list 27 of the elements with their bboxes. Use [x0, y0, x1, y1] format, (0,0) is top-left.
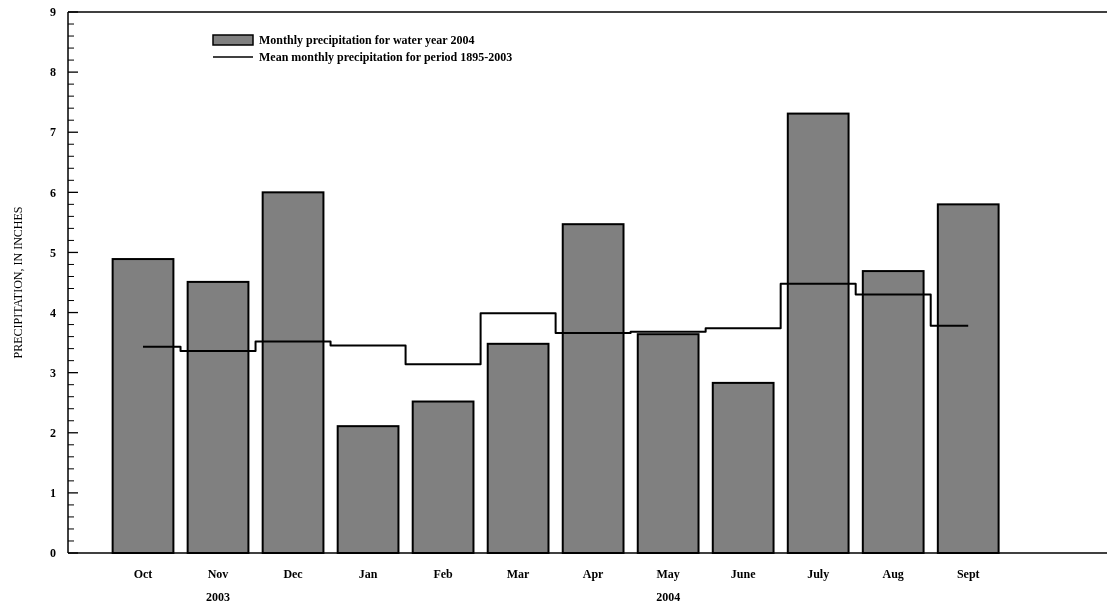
x-tick-label: Feb [433, 567, 454, 581]
y-tick-label: 0 [50, 546, 56, 561]
legend-label: Mean monthly precipitation for period 1895-2003 [259, 50, 513, 65]
y-tick-label: 6 [50, 185, 56, 200]
y-tick-label: 5 [50, 245, 56, 260]
legend-label: Monthly precipitation for water year 2004 [259, 33, 475, 48]
y-tick-label: 8 [50, 65, 56, 80]
y-axis-title: PRECIPITATION, IN INCHES [11, 206, 25, 359]
y-tick-label: 2 [50, 425, 56, 440]
x-tick-label: Mar [506, 567, 531, 581]
y-tick-label: 3 [50, 365, 56, 380]
text: 2003 [206, 590, 231, 604]
x-tick-label: Apr [582, 567, 605, 581]
x-tick-label: June [730, 567, 757, 581]
x-tick-label: July [807, 567, 830, 581]
y-tick-label: 1 [50, 486, 56, 501]
text: 2004 [656, 590, 681, 604]
y-tick-label: 4 [50, 305, 56, 320]
x-tick-label: Dec [283, 567, 304, 581]
x-tick-label: May [656, 567, 680, 581]
x-tick-label: Sept [956, 567, 980, 581]
x-tick-label: Aug [882, 567, 904, 581]
x-tick-label: Nov [207, 567, 229, 581]
y-tick-label: 9 [50, 5, 56, 20]
y-tick-label: 7 [50, 125, 56, 140]
x-tick-label: Jan [358, 567, 378, 581]
x-tick-label: Oct [133, 567, 153, 581]
